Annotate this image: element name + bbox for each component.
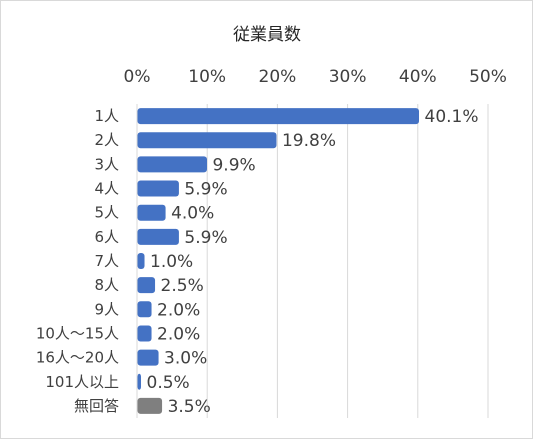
bar — [137, 108, 420, 125]
x-axis-ticks: 0% 10% 20% 30% 40% 50% — [124, 67, 507, 87]
category-label: 5人 — [94, 204, 119, 222]
category-label: 10人～15人 — [36, 324, 119, 342]
data-label: 40.1% — [425, 107, 479, 127]
category-label: 3人 — [94, 155, 119, 173]
x-tick-label: 50% — [469, 67, 507, 87]
data-label: 19.8% — [282, 131, 336, 151]
data-label: 3.0% — [164, 349, 207, 369]
category-label: 8人 — [94, 276, 119, 294]
gridlines — [206, 104, 489, 418]
bar — [137, 180, 179, 197]
bar — [137, 156, 207, 173]
category-label: 1人 — [94, 107, 119, 125]
category-label: 16人～20人 — [36, 349, 119, 367]
category-label: 7人 — [94, 252, 119, 270]
x-tick-label: 20% — [259, 67, 297, 87]
data-labels: 40.1% 19.8% 9.9% 5.9% 4.0% 5.9% 1.0% 2.5% 2.0% 2.… — [147, 107, 479, 417]
category-labels: 1人 2人 3人 4人 5人 6人 7人 8人 9人 10人～15人 16人～20人 101人以上無回… — [36, 107, 119, 415]
data-label: 2.5% — [161, 276, 204, 296]
bar — [137, 277, 156, 294]
x-tick-label: 30% — [329, 67, 367, 87]
bar — [137, 373, 142, 390]
x-tick-label: 40% — [399, 67, 437, 87]
bars — [137, 108, 420, 414]
bar — [137, 325, 152, 342]
bar — [137, 228, 179, 245]
category-label: 101人以上 — [45, 373, 119, 391]
data-label: 0.5% — [147, 373, 190, 393]
data-label: 2.0% — [157, 300, 200, 320]
bar — [137, 301, 152, 318]
category-label: 6人 — [94, 228, 119, 246]
bar — [137, 349, 159, 366]
data-label: 9.9% — [212, 155, 255, 175]
category-label: 無回答 — [74, 397, 119, 415]
bar — [137, 204, 166, 221]
bar — [137, 253, 145, 269]
category-label: 9人 — [94, 300, 119, 318]
data-label: 4.0% — [171, 204, 214, 224]
data-label: 5.9% — [184, 180, 227, 200]
data-label: 5.9% — [184, 228, 227, 248]
category-label: 4人 — [94, 180, 119, 198]
data-label: 2.0% — [157, 324, 200, 344]
bar — [137, 132, 277, 149]
x-tick-label: 10% — [188, 67, 226, 87]
x-tick-label: 0% — [124, 67, 151, 87]
data-label: 1.0% — [150, 252, 193, 272]
bar — [137, 397, 163, 414]
chart-title: 従業員数 — [233, 25, 301, 45]
data-label: 3.5% — [168, 397, 211, 417]
category-label: 2人 — [94, 131, 119, 149]
